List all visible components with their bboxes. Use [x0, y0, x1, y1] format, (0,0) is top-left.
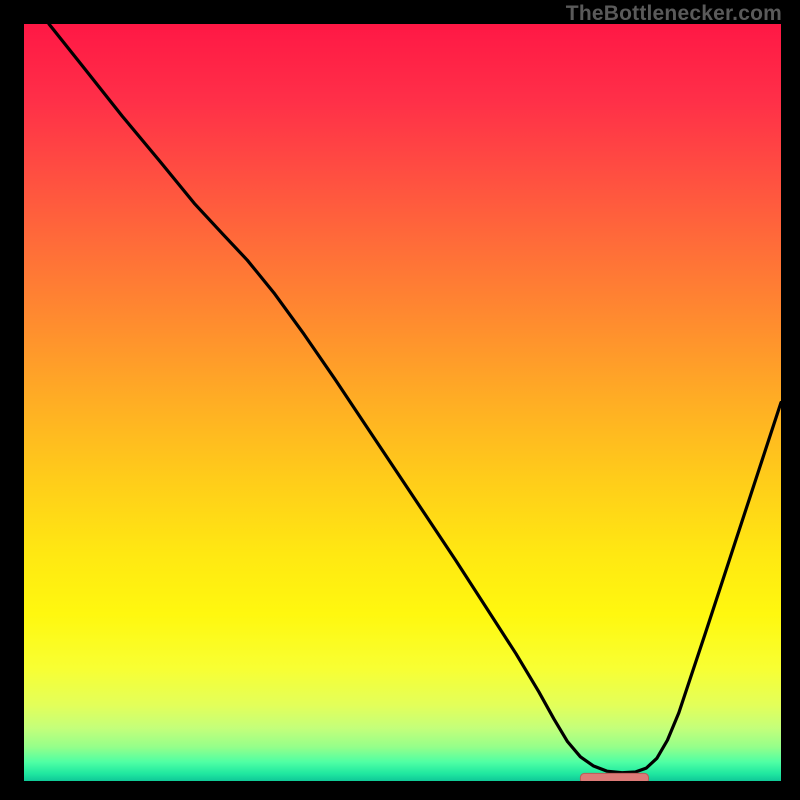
plot-area: [24, 24, 781, 781]
watermark-text: TheBottlenecker.com: [566, 2, 782, 26]
minimum-marker: [580, 773, 648, 781]
gradient-background: [24, 24, 781, 781]
chart-container: TheBottlenecker.com: [0, 0, 800, 800]
